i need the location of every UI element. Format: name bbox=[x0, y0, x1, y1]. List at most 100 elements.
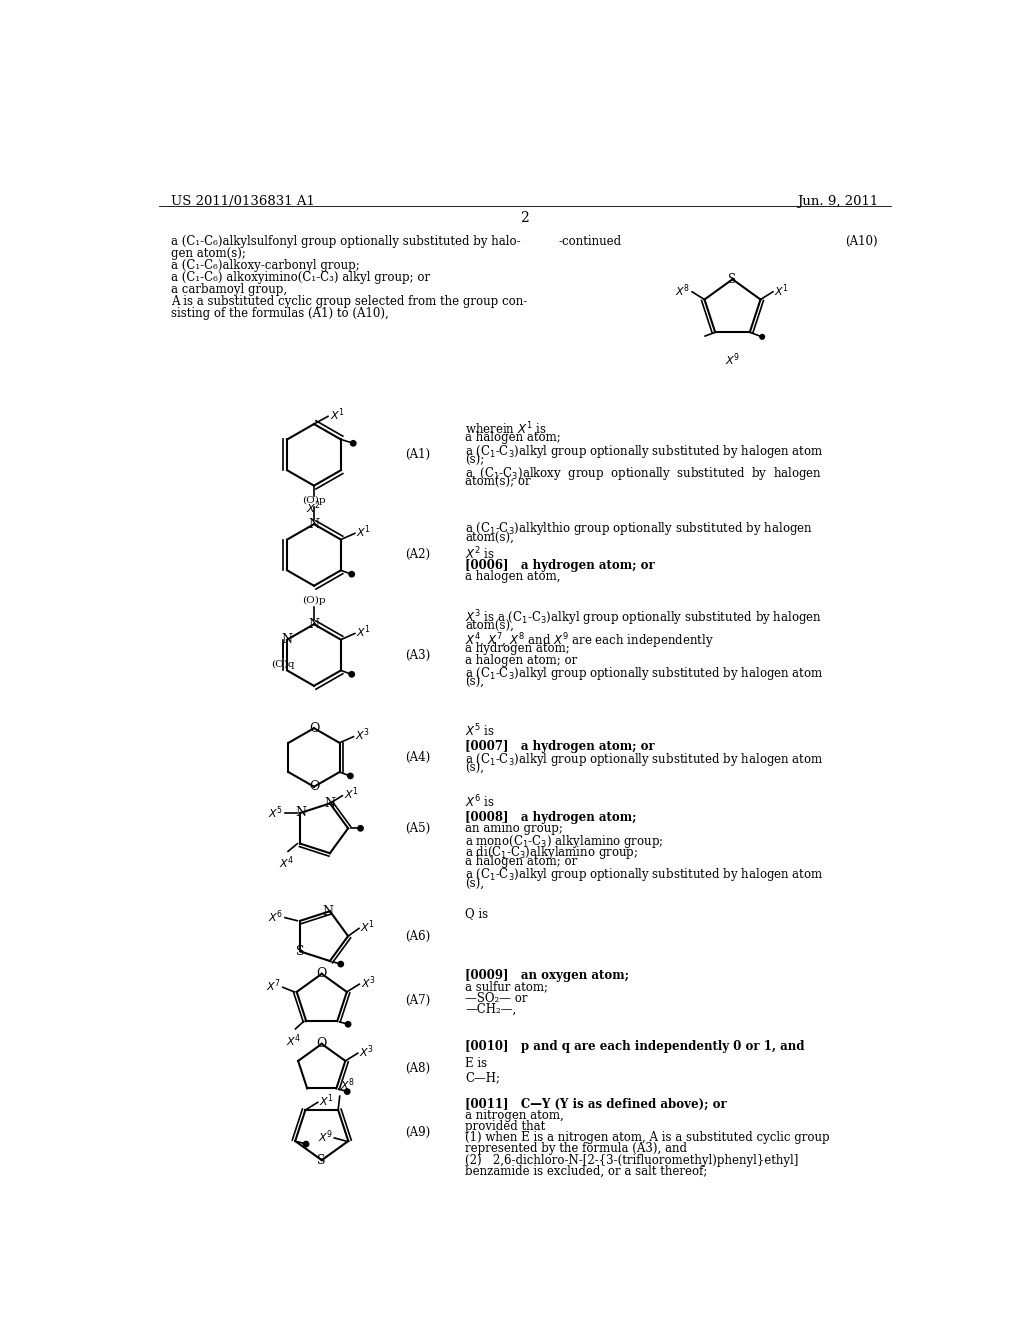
Text: $X^7$: $X^7$ bbox=[266, 977, 282, 994]
Text: [0009]   an oxygen atom;: [0009] an oxygen atom; bbox=[465, 969, 629, 982]
Text: (A7): (A7) bbox=[406, 994, 431, 1007]
Text: 2: 2 bbox=[520, 211, 529, 224]
Text: [0010]   p and q are each independently 0 or 1, and: [0010] p and q are each independently 0 … bbox=[465, 1040, 805, 1053]
Text: (s),: (s), bbox=[465, 878, 484, 891]
Text: (A9): (A9) bbox=[406, 1126, 431, 1139]
Text: a (C$_1$-C$_3$)alkyl group optionally substituted by halogen atom: a (C$_1$-C$_3$)alkyl group optionally su… bbox=[465, 665, 823, 681]
Text: $X^1$: $X^1$ bbox=[319, 1093, 335, 1109]
Text: (s),: (s), bbox=[465, 676, 484, 689]
Circle shape bbox=[344, 1089, 350, 1094]
Text: a sulfur atom;: a sulfur atom; bbox=[465, 981, 548, 994]
Text: a di(C$_1$-C$_3$)alkylamino group;: a di(C$_1$-C$_3$)alkylamino group; bbox=[465, 843, 638, 861]
Text: [0008]   a hydrogen atom;: [0008] a hydrogen atom; bbox=[465, 810, 637, 824]
Text: Q is: Q is bbox=[465, 908, 488, 920]
Text: $X^1$: $X^1$ bbox=[774, 282, 790, 298]
Text: a (C₁-C₆) alkoxyimino(C₁-C₃) alkyl group; or: a (C₁-C₆) alkoxyimino(C₁-C₃) alkyl group… bbox=[171, 271, 430, 284]
Text: atom(s); or: atom(s); or bbox=[465, 477, 530, 488]
Text: $X^1$: $X^1$ bbox=[356, 623, 372, 640]
Text: S: S bbox=[728, 273, 736, 286]
Text: $X^9$: $X^9$ bbox=[725, 351, 740, 368]
Text: [0006]   a hydrogen atom; or: [0006] a hydrogen atom; or bbox=[465, 558, 655, 572]
Text: a halogen atom; or: a halogen atom; or bbox=[465, 653, 578, 667]
Text: atom(s),: atom(s), bbox=[465, 532, 514, 544]
Text: S: S bbox=[296, 945, 305, 958]
Text: a halogen atom;: a halogen atom; bbox=[465, 432, 561, 445]
Text: (A1): (A1) bbox=[406, 449, 430, 462]
Text: (A4): (A4) bbox=[406, 751, 431, 764]
Text: $X^4$: $X^4$ bbox=[279, 854, 294, 871]
Text: $X^4$, $X^7$, $X^8$ and $X^9$ are each independently: $X^4$, $X^7$, $X^8$ and $X^9$ are each i… bbox=[465, 631, 714, 651]
Text: N: N bbox=[282, 634, 293, 647]
Text: (s),: (s), bbox=[465, 762, 484, 775]
Text: a (C$_1$-C$_3$)alkylthio group optionally substituted by halogen: a (C$_1$-C$_3$)alkylthio group optionall… bbox=[465, 520, 813, 537]
Text: [0011]   C—Y (Y is as defined above); or: [0011] C—Y (Y is as defined above); or bbox=[465, 1098, 727, 1111]
Text: a mono(C$_1$-C$_3$) alkylamino group;: a mono(C$_1$-C$_3$) alkylamino group; bbox=[465, 833, 664, 850]
Text: (A2): (A2) bbox=[406, 548, 430, 561]
Text: a (C$_1$-C$_3$)alkyl group optionally substituted by halogen atom: a (C$_1$-C$_3$)alkyl group optionally su… bbox=[465, 751, 823, 768]
Text: (A10): (A10) bbox=[846, 235, 879, 248]
Text: $X^5$: $X^5$ bbox=[268, 805, 284, 821]
Circle shape bbox=[357, 825, 364, 832]
Text: N: N bbox=[308, 618, 319, 631]
Text: $X^8$: $X^8$ bbox=[340, 1077, 355, 1093]
Text: $X^2$ is: $X^2$ is bbox=[465, 545, 495, 562]
Text: a  (C$_1$-C$_3$)alkoxy  group  optionally  substituted  by  halogen: a (C$_1$-C$_3$)alkoxy group optionally s… bbox=[465, 465, 822, 482]
Text: a halogen atom,: a halogen atom, bbox=[465, 570, 560, 583]
Text: $X^1$: $X^1$ bbox=[344, 785, 359, 803]
Text: (O)q: (O)q bbox=[271, 660, 295, 669]
Text: $X^1$: $X^1$ bbox=[356, 524, 372, 540]
Text: $X^5$ is: $X^5$ is bbox=[465, 723, 495, 739]
Text: sisting of the formulas (A1) to (A10),: sisting of the formulas (A1) to (A10), bbox=[171, 308, 388, 319]
Text: (O)p: (O)p bbox=[302, 595, 326, 605]
Text: a nitrogen atom,: a nitrogen atom, bbox=[465, 1109, 564, 1122]
Text: -continued: -continued bbox=[558, 235, 622, 248]
Text: an amino group;: an amino group; bbox=[465, 822, 563, 834]
Text: N: N bbox=[308, 517, 319, 531]
Text: O: O bbox=[316, 1038, 327, 1051]
Text: $X^3$: $X^3$ bbox=[355, 727, 370, 743]
Text: O: O bbox=[309, 722, 319, 735]
Text: $X^9$: $X^9$ bbox=[317, 1129, 333, 1144]
Text: $X^6$ is: $X^6$ is bbox=[465, 793, 495, 810]
Text: atom(s),: atom(s), bbox=[465, 620, 514, 634]
Text: US 2011/0136831 A1: US 2011/0136831 A1 bbox=[171, 195, 314, 209]
Text: $X^6$: $X^6$ bbox=[268, 908, 284, 925]
Text: a carbamoyl group,: a carbamoyl group, bbox=[171, 284, 287, 296]
Circle shape bbox=[303, 1142, 309, 1147]
Text: (1) when E is a nitrogen atom, A is a substituted cyclic group: (1) when E is a nitrogen atom, A is a su… bbox=[465, 1131, 829, 1144]
Text: (A8): (A8) bbox=[406, 1063, 430, 1074]
Text: (A3): (A3) bbox=[406, 648, 431, 661]
Text: C—H;: C—H; bbox=[465, 1071, 500, 1084]
Circle shape bbox=[349, 672, 354, 677]
Text: a (C$_1$-C$_3$)alkyl group optionally substituted by halogen atom: a (C$_1$-C$_3$)alkyl group optionally su… bbox=[465, 442, 823, 459]
Text: a hydrogen atom;: a hydrogen atom; bbox=[465, 643, 570, 655]
Text: a (C₁-C₆)alkylsulfonyl group optionally substituted by halo-: a (C₁-C₆)alkylsulfonyl group optionally … bbox=[171, 235, 520, 248]
Text: (s);: (s); bbox=[465, 454, 484, 467]
Text: O: O bbox=[309, 780, 319, 793]
Circle shape bbox=[349, 572, 354, 577]
Circle shape bbox=[338, 961, 343, 966]
Circle shape bbox=[345, 1022, 351, 1027]
Text: wherein $X^1$ is: wherein $X^1$ is bbox=[465, 420, 547, 437]
Text: (O)p: (O)p bbox=[302, 496, 326, 506]
Text: $X^1$: $X^1$ bbox=[360, 919, 376, 935]
Text: a (C$_1$-C$_3$)alkyl group optionally substituted by halogen atom: a (C$_1$-C$_3$)alkyl group optionally su… bbox=[465, 866, 823, 883]
Text: N: N bbox=[295, 807, 306, 820]
Text: —CH₂—,: —CH₂—, bbox=[465, 1003, 516, 1015]
Text: N: N bbox=[323, 904, 334, 917]
Text: provided that: provided that bbox=[465, 1121, 546, 1133]
Circle shape bbox=[760, 334, 765, 339]
Text: $X^8$: $X^8$ bbox=[675, 282, 690, 298]
Text: represented by the formula (A3), and: represented by the formula (A3), and bbox=[465, 1143, 687, 1155]
Text: (A5): (A5) bbox=[406, 822, 431, 834]
Text: S: S bbox=[317, 1154, 326, 1167]
Text: [0007]   a hydrogen atom; or: [0007] a hydrogen atom; or bbox=[465, 739, 655, 752]
Text: (A6): (A6) bbox=[406, 929, 431, 942]
Text: $X^3$: $X^3$ bbox=[359, 1043, 375, 1060]
Text: gen atom(s);: gen atom(s); bbox=[171, 247, 246, 260]
Circle shape bbox=[347, 774, 353, 779]
Text: $X^4$: $X^4$ bbox=[286, 1032, 302, 1048]
Text: (2)   2,6-dichloro-N-[2-{3-(trifluoromethyl)phenyl}ethyl]: (2) 2,6-dichloro-N-[2-{3-(trifluoromethy… bbox=[465, 1154, 799, 1167]
Text: A is a substituted cyclic group selected from the group con-: A is a substituted cyclic group selected… bbox=[171, 296, 527, 308]
Text: $X^1$: $X^1$ bbox=[330, 407, 345, 424]
